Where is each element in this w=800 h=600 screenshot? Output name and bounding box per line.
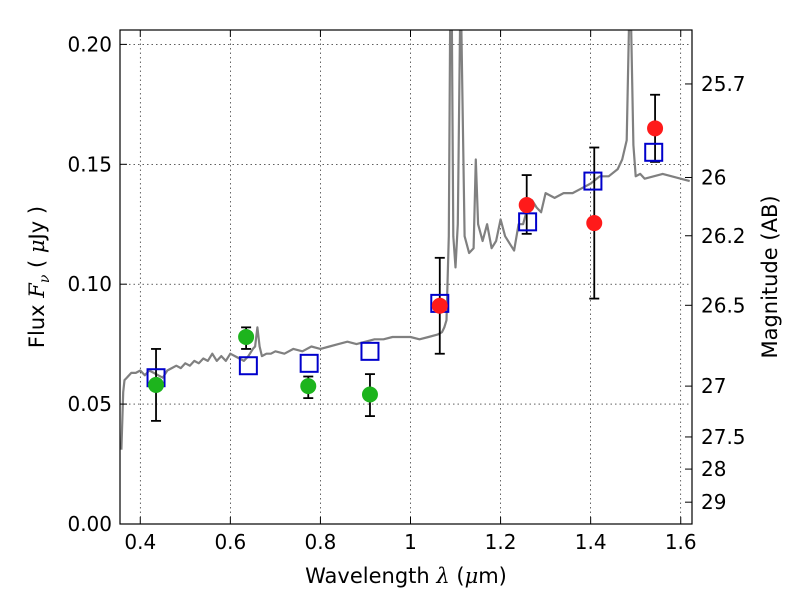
photometry-point — [148, 376, 165, 393]
photometry-point — [586, 215, 603, 232]
photometry-point — [647, 120, 664, 137]
y-axis-label-unit-rest: Jy ) — [25, 206, 49, 242]
y-tick-label: 0.00 — [67, 512, 112, 536]
magnitude-tick-label: 27.5 — [701, 425, 746, 449]
x-tick-label: 1.6 — [665, 530, 697, 554]
magnitude-tick-label: 28 — [701, 457, 726, 481]
model-flux-square — [238, 356, 258, 376]
y-tick-label: 0.10 — [67, 272, 112, 296]
y-tick-label: 0.20 — [67, 32, 112, 56]
magnitude-tick-label: 29 — [701, 490, 726, 514]
secondary-axis-label: Magnitude (AB) — [758, 195, 782, 358]
template-spectrum-line — [120, 30, 690, 450]
y-tick-label: 0.15 — [67, 152, 112, 176]
axis-ticks: 0.4 0.6 0.8 1 1.2 1.4 1.6 0.00 0.05 0.10 0.15 0.20 2… — [67, 30, 746, 554]
magnitude-tick-label: 26.2 — [701, 224, 746, 248]
x-axis-label: Wavelength λ (μm) — [305, 564, 507, 588]
x-axis-label-unit-symbol: μ — [465, 564, 479, 588]
x-axis-label-unit-rest: m) — [478, 564, 507, 588]
magnitude-tick-label: 27 — [701, 374, 726, 398]
y-tick-label: 0.05 — [67, 392, 112, 416]
model-flux-square — [583, 171, 603, 191]
magnitude-tick-label: 25.7 — [701, 72, 746, 96]
photometry-point — [431, 297, 448, 314]
y-axis-label-symbol: F — [25, 282, 49, 299]
plot-area — [120, 30, 690, 450]
x-tick-label: 0.6 — [214, 530, 246, 554]
y-axis-label-unit-open: ( — [25, 253, 49, 275]
y-axis-label: Flux Fν ( μJy ) — [25, 206, 53, 348]
x-axis-label-symbol: λ — [435, 564, 449, 588]
y-axis-label-subscript: ν — [37, 274, 53, 283]
x-axis-label-unit-open: ( — [450, 564, 465, 588]
model-flux-square — [644, 142, 664, 162]
model-flux-square — [299, 353, 319, 373]
plot-clipped-group — [120, 30, 690, 450]
photometry-point — [518, 197, 535, 214]
x-tick-label: 1.4 — [575, 530, 607, 554]
grid-lines — [120, 30, 692, 525]
photometry-point — [238, 328, 255, 345]
x-tick-label: 0.4 — [124, 530, 156, 554]
plot-frame — [119, 29, 693, 525]
magnitude-tick-label: 26.5 — [701, 293, 746, 317]
model-flux-square — [360, 341, 380, 361]
x-tick-label: 0.8 — [305, 530, 337, 554]
magnitude-tick-label: 26 — [701, 165, 726, 189]
x-tick-label: 1.2 — [485, 530, 517, 554]
x-axis-label-prefix: Wavelength — [305, 564, 436, 588]
y-axis-label-unit-symbol: μ — [25, 239, 49, 253]
y-axis-label-prefix: Flux — [25, 298, 49, 348]
photometry-point — [361, 386, 378, 403]
model-flux-square — [518, 212, 538, 232]
photometry-point — [300, 378, 317, 395]
x-tick-label: 1 — [404, 530, 417, 554]
